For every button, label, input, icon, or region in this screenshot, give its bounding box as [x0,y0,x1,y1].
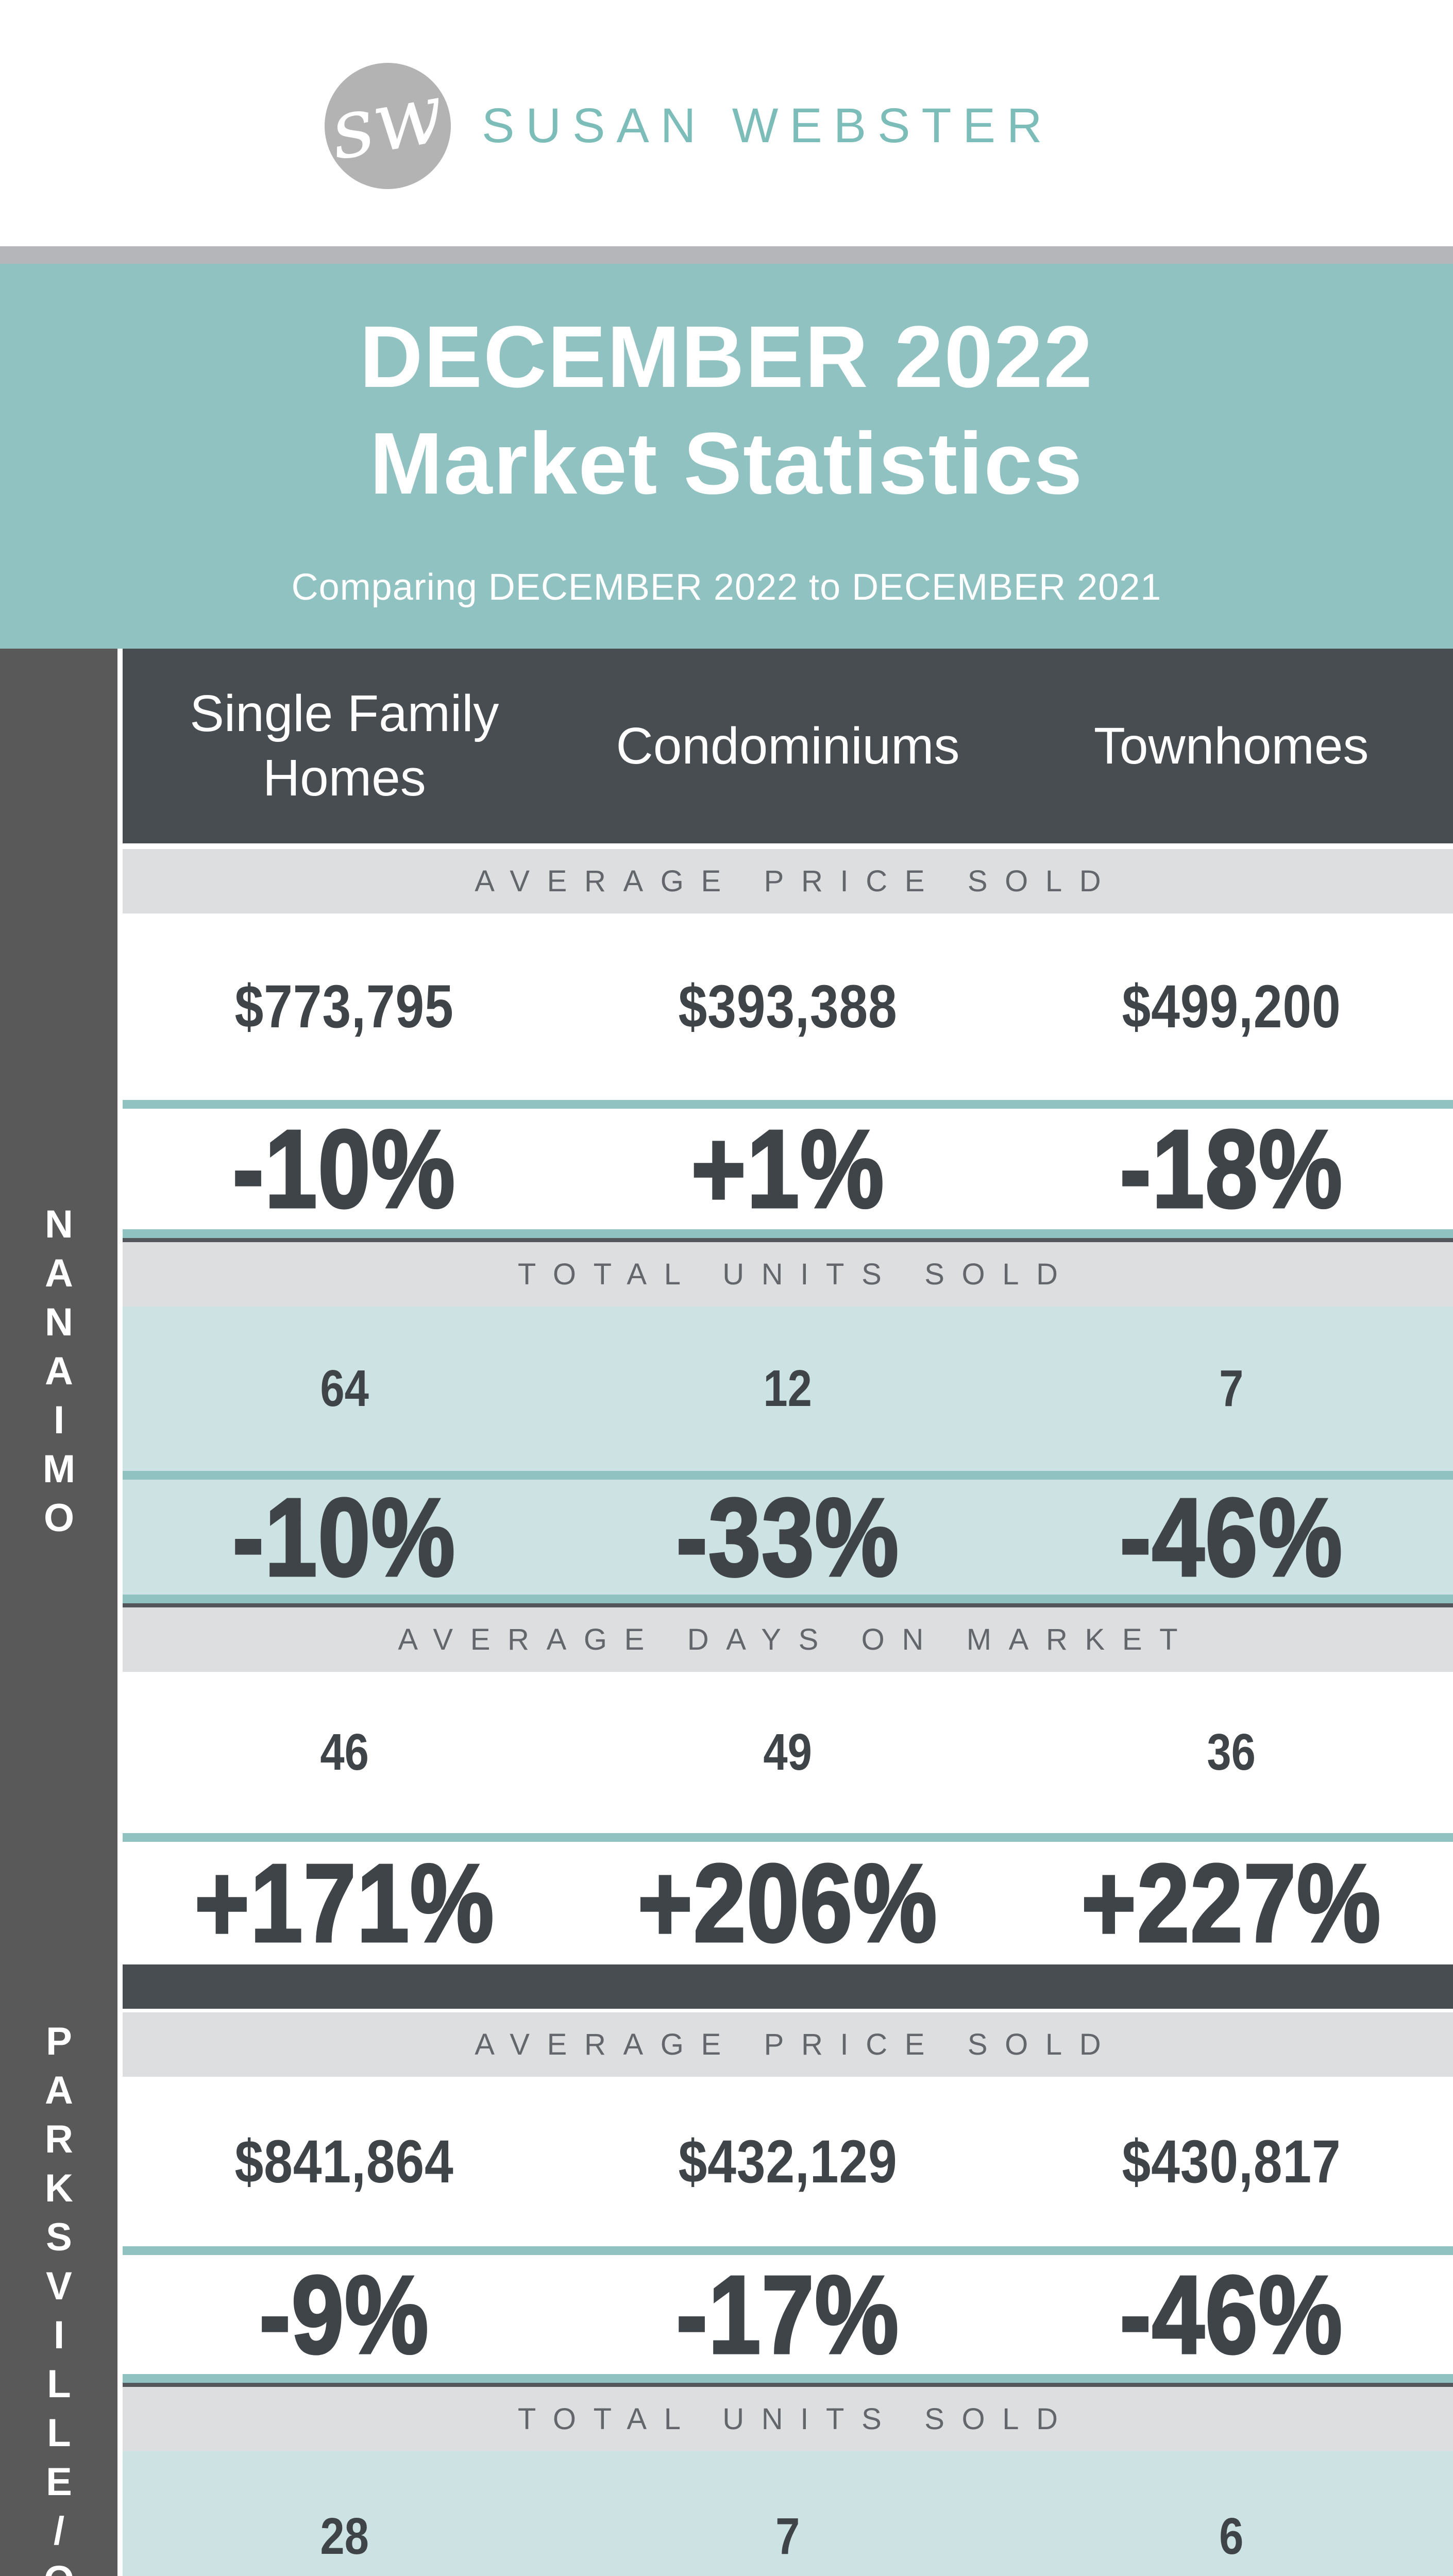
value-cell: $432,129 [678,2127,898,2196]
dark-divider [123,2383,1453,2387]
dark-divider [123,1603,1453,1607]
change-cell: -9% [258,2251,430,2378]
column-header-row: Single Family Homes Condominiums Townhom… [123,649,1453,843]
values-row: 28 7 6 [123,2451,1453,2576]
change-cell: -46% [1119,1473,1343,1600]
page-subtitle: Comparing DECEMBER 2022 to DECEMBER 2021 [291,567,1162,608]
values-row: 46 49 36 [123,1672,1453,1833]
change-cell: -17% [675,2251,900,2378]
teal-divider [123,1833,1453,1842]
change-row: +171% +206% +227% [123,1840,1453,1967]
logo-header: sw SUSAN WEBSTER [0,0,1453,246]
section-header-nanaimo-days: AVERAGE DAYS ON MARKET [123,1607,1453,1672]
teal-divider [123,2246,1453,2255]
change-cell: -18% [1119,1106,1343,1232]
change-row: -10% +1% -18% [123,1106,1453,1232]
change-cell: -10% [231,1106,457,1232]
region-separator [123,1964,1453,2009]
change-cell: +227% [1080,1840,1381,1967]
teal-divider [123,2374,1453,2383]
value-cell: $773,795 [234,973,454,1041]
brand-logo-icon: sw [323,62,451,189]
brand-monogram: sw [323,64,451,179]
column-header-single-family: Single Family Homes [190,685,499,807]
change-cell: +1% [690,1106,885,1232]
value-cell: $499,200 [1122,973,1341,1041]
spacer [123,843,1453,849]
stats-content: Single Family Homes Condominiums Townhom… [123,649,1453,2576]
change-cell: -46% [1119,2251,1343,2378]
section-header-parksville-price: AVERAGE PRICE SOLD [123,2012,1453,2077]
dark-divider [123,1238,1453,1242]
change-cell: -10% [231,1473,457,1600]
value-cell: 28 [320,2507,369,2565]
region-sidebar: NANAIMO PARKSVILLE/QUALICUMBEACH [0,649,117,2576]
value-cell: 36 [1207,1723,1256,1781]
value-cell: 12 [763,1360,813,1417]
teal-divider [123,1595,1453,1603]
column-header-condominiums: Condominiums [616,717,960,775]
value-cell: 7 [775,2507,800,2565]
hero-banner: DECEMBER 2022 Market Statistics Comparin… [0,264,1453,649]
brand-name: SUSAN WEBSTER [482,98,1054,153]
values-row: $773,795 $393,388 $499,200 [123,913,1453,1100]
section-header-nanaimo-units: TOTAL UNITS SOLD [123,1242,1453,1307]
teal-divider [123,1229,1453,1238]
page-title: DECEMBER 2022 Market Statistics [360,304,1093,518]
spacer [123,2009,1453,2012]
divider-strip [0,246,1453,264]
value-cell: 64 [320,1360,369,1417]
value-cell: $393,388 [678,973,898,1041]
change-cell: +171% [193,1840,495,1967]
page-title-line2: Market Statistics [369,415,1084,513]
value-cell: 7 [1219,1360,1244,1417]
value-cell: 49 [763,1723,813,1781]
region-label-nanaimo: NANAIMO [37,1202,81,1545]
value-cell: 6 [1219,2507,1244,2565]
teal-divider [123,1100,1453,1109]
brand: sw SUSAN WEBSTER [323,62,1054,189]
value-cell: 46 [320,1723,369,1781]
value-cell: $841,864 [234,2127,454,2196]
section-header-nanaimo-price: AVERAGE PRICE SOLD [123,849,1453,913]
change-cell: -33% [675,1473,900,1600]
stats-board: NANAIMO PARKSVILLE/QUALICUMBEACH Single … [0,649,1453,2576]
change-row: -10% -33% -46% [123,1473,1453,1600]
values-row: $841,864 $432,129 $430,817 [123,2077,1453,2246]
column-header-townhomes: Townhomes [1093,717,1369,775]
change-row: -9% -17% -46% [123,2251,1453,2378]
teal-divider [123,1471,1453,1480]
values-row: 64 12 7 [123,1307,1453,1471]
region-label-parksville: PARKSVILLE/QUALICUMBEACH [0,2020,117,2576]
value-cell: $430,817 [1122,2127,1341,2196]
change-cell: +206% [637,1840,938,1967]
section-header-parksville-units: TOTAL UNITS SOLD [123,2387,1453,2451]
page-title-line1: DECEMBER 2022 [359,308,1094,406]
